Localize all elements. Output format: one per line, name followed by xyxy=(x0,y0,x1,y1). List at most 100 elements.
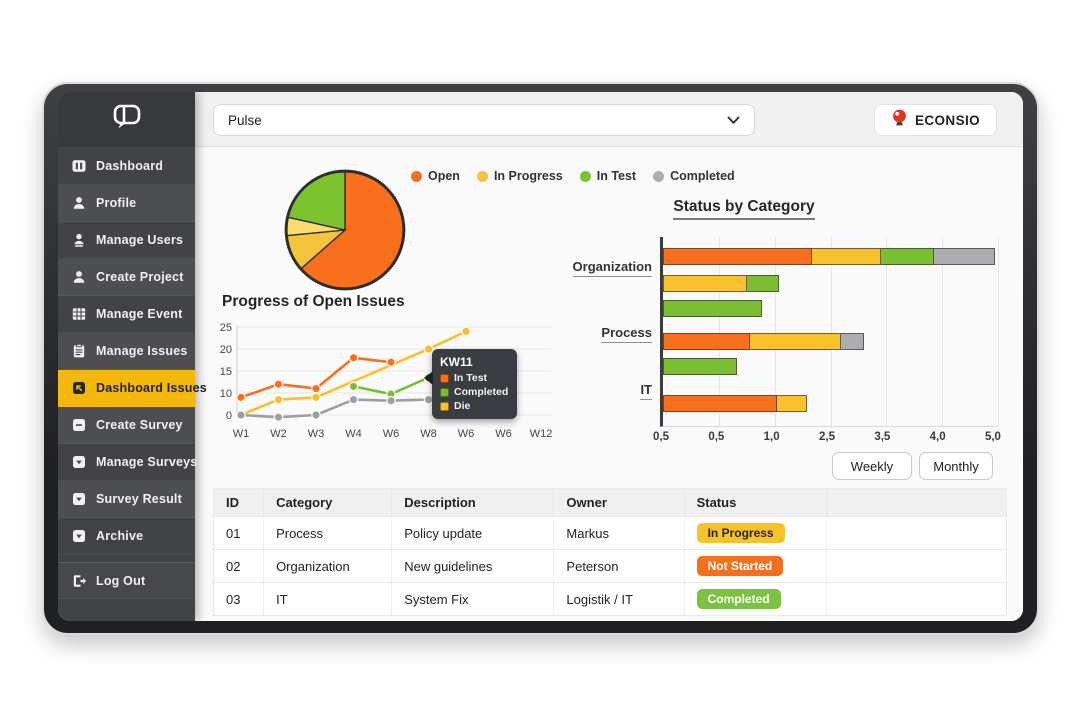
sidebar-item-log-out[interactable]: Log Out xyxy=(58,562,195,599)
cell-id: 03 xyxy=(213,582,265,616)
cell-category: Organization xyxy=(263,549,393,583)
legend-dot xyxy=(579,170,591,182)
table-header-description: Description xyxy=(391,488,555,517)
bar-gridline xyxy=(886,237,888,426)
bar-x-tick: 0,5 xyxy=(653,431,669,443)
cell-empty xyxy=(826,516,1007,550)
bar-chart-title: Status by Category xyxy=(644,198,844,220)
table-row[interactable]: 03 IT System Fix Logistik / IT Completed xyxy=(213,582,1007,616)
monthly-button[interactable]: Monthly xyxy=(919,452,993,480)
legend-dot xyxy=(653,170,665,182)
bar-category-label-organization: Organization xyxy=(540,259,652,277)
cell-owner: Peterson xyxy=(553,549,685,583)
legend-label: In Progress xyxy=(493,169,563,183)
tooltip-item-die: Die xyxy=(440,400,508,412)
sidebar-item-label: Archive xyxy=(96,529,144,543)
sidebar-item-dashboard-issues[interactable]: Dashboard Issues xyxy=(58,370,207,407)
tooltip-item-in-test: In Test xyxy=(440,372,508,384)
legend-item-completed: Completed xyxy=(653,169,735,183)
brand-button[interactable]: ECONSIO xyxy=(874,104,997,136)
table-header-id: ID xyxy=(213,488,265,517)
sidebar-item-profile[interactable]: Profile xyxy=(58,185,195,222)
legend-dot xyxy=(476,170,488,182)
caret-square-icon xyxy=(71,454,87,470)
sidebar-item-label: Dashboard xyxy=(96,159,164,173)
bar-segment-in-progress xyxy=(750,333,841,350)
cell-empty xyxy=(826,582,1007,616)
legend-label: Open xyxy=(428,169,460,183)
sidebar-item-manage-issues[interactable]: Manage Issues xyxy=(58,333,195,370)
weekly-button[interactable]: Weekly xyxy=(832,452,912,480)
svg-text:W8: W8 xyxy=(420,428,437,440)
svg-text:W4: W4 xyxy=(345,428,362,440)
sidebar-item-create-survey[interactable]: Create Survey xyxy=(58,407,195,444)
cell-status: Completed xyxy=(684,582,827,616)
bar-segment-in-test xyxy=(746,275,779,292)
sidebar-item-survey-result[interactable]: Survey Result xyxy=(58,481,195,518)
sidebar-item-archive[interactable]: Archive xyxy=(58,518,195,555)
app-logo xyxy=(58,92,195,148)
bar-x-tick: 2,5 xyxy=(818,431,835,443)
sidebar: Dashboard Profile Manage Users Create Proje… xyxy=(58,92,207,621)
legend-item-in-test: In Test xyxy=(579,169,637,183)
bar-row-organization-0 xyxy=(663,248,998,265)
pie-chart-svg xyxy=(284,169,406,291)
bar-gridline xyxy=(942,237,944,426)
bar-x-tick: 4,0 xyxy=(929,431,946,443)
sidebar-item-manage-users[interactable]: Manage Users xyxy=(58,222,195,259)
chart-tooltip: KW11 In Test Completed Die xyxy=(424,349,518,419)
svg-text:15: 15 xyxy=(220,366,232,378)
sidebar-item-label: Log Out xyxy=(96,573,146,588)
bar-segment-in-progress xyxy=(812,248,881,265)
sidebar-item-create-project[interactable]: Create Project xyxy=(58,259,195,296)
cell-description: Policy update xyxy=(391,516,555,550)
tooltip-arrow xyxy=(424,371,433,385)
users-icon xyxy=(71,232,87,248)
sidebar-item-dashboard[interactable]: Dashboard xyxy=(58,148,195,185)
bar-segment-in-progress xyxy=(663,275,747,292)
cell-category: IT xyxy=(263,582,393,616)
svg-text:10: 10 xyxy=(220,388,232,400)
cell-owner: Markus xyxy=(553,516,685,550)
bar-segment-completed xyxy=(840,333,864,350)
cell-owner: Logistik / IT xyxy=(553,582,685,616)
balloon-icon xyxy=(891,109,908,131)
minus-square-icon xyxy=(71,417,87,433)
device-frame: Dashboard Profile Manage Users Create Proje… xyxy=(42,82,1039,635)
legend-item-in-progress: In Progress xyxy=(476,169,563,183)
cell-description: System Fix xyxy=(391,582,555,616)
sidebar-nav: Dashboard Profile Manage Users Create Proje… xyxy=(58,148,207,555)
table-header-category: Category xyxy=(263,488,393,517)
main-area: Pulse ECONSIO xyxy=(195,92,1023,621)
tooltip-title: KW11 xyxy=(440,355,473,369)
sidebar-item-label: Create Project xyxy=(96,270,184,284)
bar-x-tick: 5,0 xyxy=(984,431,1001,443)
sidebar-item-label: Manage Surveys xyxy=(96,455,198,469)
legend-label: Completed xyxy=(670,169,735,183)
chevron-down-icon xyxy=(727,116,740,125)
issues-table: ID Category Description Owner Status 01 Proce… xyxy=(213,488,1007,616)
table-row[interactable]: 01 Process Policy update Markus In Progress xyxy=(213,516,1007,550)
tooltip-color-square xyxy=(440,401,449,411)
arrow-square-icon xyxy=(71,380,87,396)
sidebar-item-manage-surveys[interactable]: Manage Surveys xyxy=(58,444,198,481)
pie-chart xyxy=(281,166,409,294)
status-badge: Completed xyxy=(696,589,781,609)
project-select[interactable]: Pulse xyxy=(213,104,755,136)
sidebar-item-manage-event[interactable]: Manage Event xyxy=(58,296,195,333)
cell-status: In Progress xyxy=(684,516,827,550)
bar-gridline xyxy=(718,237,720,426)
tooltip-item-completed: Completed xyxy=(440,386,508,398)
sidebar-item-label: Survey Result xyxy=(96,492,182,506)
sidebar-item-label: Dashboard Issues xyxy=(96,381,207,395)
table-row[interactable]: 02 Organization New guidelines Peterson Not … xyxy=(213,549,1007,583)
svg-text:W6: W6 xyxy=(458,428,475,440)
cell-description: New guidelines xyxy=(391,549,555,583)
bar-category-label-process: Process xyxy=(540,325,652,343)
svg-text:W6: W6 xyxy=(495,428,512,440)
cell-id: 02 xyxy=(213,549,265,583)
line-chart-title: Progress of Open Issues xyxy=(222,293,405,310)
legend-label: In Test xyxy=(596,169,637,183)
sidebar-item-label: Manage Event xyxy=(96,307,183,321)
grid-icon xyxy=(71,306,87,322)
